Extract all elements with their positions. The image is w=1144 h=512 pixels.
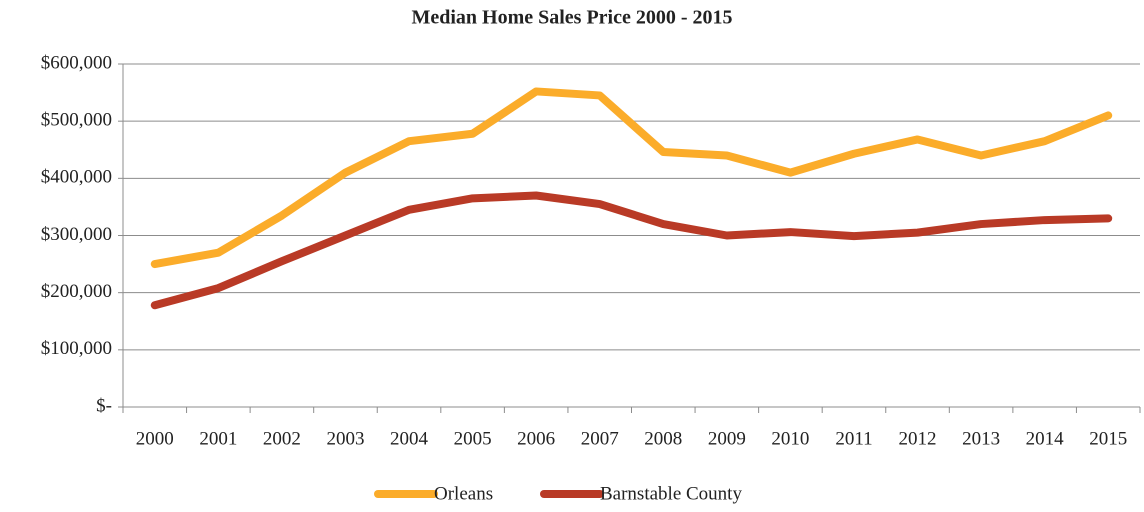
x-tick-label: 2015: [1089, 428, 1127, 449]
x-tick-label: 2000: [136, 428, 174, 449]
x-tick-label: 2013: [962, 428, 1000, 449]
y-tick-label: $300,000: [41, 224, 112, 245]
x-tick-label: 2014: [1026, 428, 1065, 449]
y-tick-label: $200,000: [41, 281, 112, 302]
series-line: [150, 87, 1113, 269]
series-line: [150, 191, 1113, 310]
x-tick-label: 2003: [326, 428, 364, 449]
x-tick-label: 2005: [454, 428, 492, 449]
x-tick-label: 2006: [517, 428, 555, 449]
y-tick-label: $-: [96, 395, 112, 416]
x-tick-label: 2011: [835, 428, 872, 449]
x-tick-label: 2002: [263, 428, 301, 449]
x-tick-label: 2009: [708, 428, 746, 449]
y-tick-label: $100,000: [41, 338, 112, 359]
legend-label: Orleans: [434, 483, 493, 504]
x-tick-label: 2012: [899, 428, 937, 449]
legend-label: Barnstable County: [600, 483, 742, 504]
y-tick-label: $600,000: [41, 52, 112, 73]
y-tick-label: $500,000: [41, 110, 112, 131]
chart-title: Median Home Sales Price 2000 - 2015: [411, 7, 732, 29]
x-tick-label: 2008: [644, 428, 682, 449]
x-tick-label: 2004: [390, 428, 429, 449]
x-tick-label: 2007: [581, 428, 619, 449]
y-tick-label: $400,000: [41, 167, 112, 188]
x-tick-label: 2001: [199, 428, 237, 449]
x-tick-label: 2010: [771, 428, 809, 449]
